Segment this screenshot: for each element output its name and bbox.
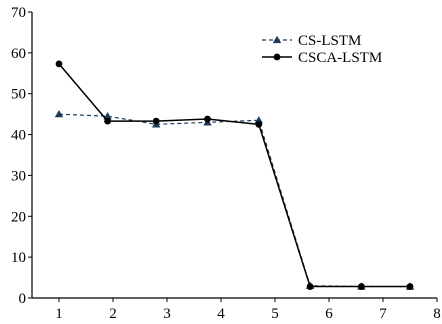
chart-axes [31, 12, 437, 299]
x-tick-label: 2 [109, 306, 117, 322]
data-point [306, 283, 314, 290]
x-tick-label: 7 [379, 306, 387, 322]
data-point [255, 120, 263, 128]
x-tick-label: 4 [217, 306, 225, 322]
legend-entry: CS-LSTM [262, 33, 361, 49]
y-tick-label: 30 [11, 168, 26, 184]
series-csca-lstm [55, 60, 414, 290]
data-point [204, 115, 211, 123]
y-tick-label: 50 [11, 87, 26, 103]
y-tick-label: 20 [11, 209, 26, 225]
series-line [58, 63, 410, 288]
data-point [254, 116, 263, 124]
legend-label: CS-LSTM [298, 33, 361, 49]
y-tick-label: 0 [19, 291, 27, 307]
x-tick-label: 5 [271, 306, 279, 322]
legend-marker [273, 53, 281, 61]
legend-label: CSCA-LSTM [298, 50, 382, 66]
x-tick-label: 1 [55, 306, 63, 322]
x-tick-label: 3 [163, 306, 171, 322]
data-point [104, 117, 111, 125]
legend-entry: CSCA-LSTM [262, 50, 382, 66]
series-line [58, 113, 410, 288]
y-tick-label: 40 [11, 128, 26, 144]
chart-ticks: 0 10 20 30 40 50 60 70 1 2 3 4 5 6 7 8 [11, 5, 441, 322]
y-tick-label: 10 [11, 250, 26, 266]
data-point [54, 109, 64, 118]
series-cs-lstm [54, 109, 415, 290]
y-tick-label: 60 [11, 46, 26, 62]
data-point [55, 60, 63, 68]
x-tick-label: 8 [433, 306, 441, 322]
chart-series [54, 60, 415, 290]
legend-marker [272, 35, 282, 44]
data-point [152, 117, 160, 125]
x-tick-label: 6 [325, 306, 333, 322]
data-point [358, 283, 365, 290]
y-tick-label: 70 [11, 5, 26, 21]
data-point [406, 283, 414, 290]
